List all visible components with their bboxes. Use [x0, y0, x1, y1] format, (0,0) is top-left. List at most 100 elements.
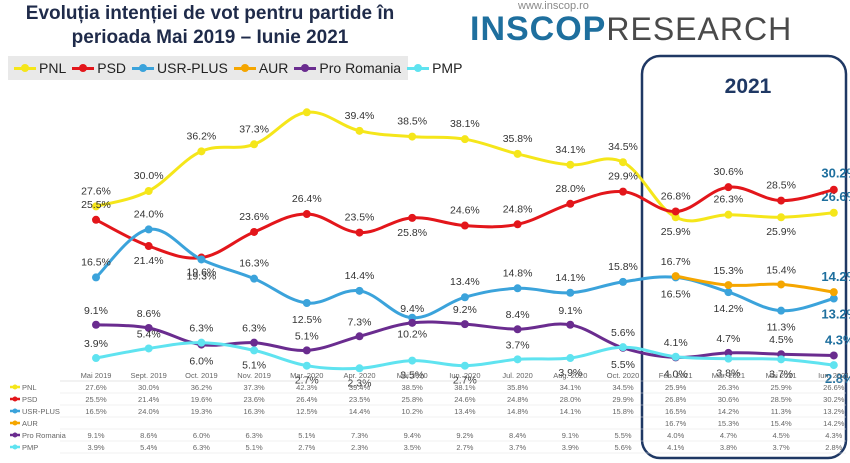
point-pmp-8	[513, 355, 522, 364]
table-cell-pmp-6: 3.5%	[404, 443, 421, 452]
series-line-aur	[675, 274, 835, 294]
table-cell-usr-plus-5: 14.4%	[349, 407, 371, 416]
point-pnl-6	[408, 132, 417, 141]
data-label-pro-romania-8: 8.4%	[506, 309, 530, 321]
table-cell-pmp-3: 5.1%	[246, 443, 263, 452]
table-cell-pnl-1: 30.0%	[138, 383, 160, 392]
point-pmp-6	[408, 356, 417, 365]
highlight-box	[640, 54, 848, 460]
table-cell-pro-romania-13: 4.5%	[773, 431, 790, 440]
data-label-psd-7: 24.6%	[450, 205, 480, 217]
table-cell-usr-plus-8: 14.8%	[507, 407, 529, 416]
tick-label-5: Apr. 2020	[343, 371, 375, 380]
point-pnl-13	[777, 213, 786, 222]
legend-swatch-aur	[233, 63, 256, 72]
point-pro-romania-7	[460, 320, 469, 329]
data-label-pmp-2: 6.3%	[189, 323, 213, 335]
table-cell-pmp-13: 3.7%	[773, 443, 790, 452]
point-pnl-2	[197, 147, 206, 156]
point-pro-romania-9	[566, 320, 575, 329]
point-aur-12	[724, 281, 733, 290]
point-pnl-8	[513, 149, 522, 158]
legend-item-pnl: PNL	[14, 60, 66, 76]
table-cell-usr-plus-10: 15.8%	[612, 407, 634, 416]
point-pmp-2	[197, 338, 206, 347]
data-label-psd-4: 26.4%	[292, 193, 322, 205]
point-usr-plus-14	[829, 294, 838, 303]
table-cell-usr-plus-3: 16.3%	[243, 407, 265, 416]
table-key-dot-usr-plus	[12, 408, 18, 414]
table-cell-aur-12: 15.3%	[718, 419, 740, 428]
legend-item-pmp: PMP	[407, 60, 462, 76]
brand-logo: INSCOPRESEARCH	[470, 10, 792, 49]
table-cell-usr-plus-14: 13.2%	[823, 407, 845, 416]
table-cell-pnl-8: 35.8%	[507, 383, 529, 392]
data-label-pro-romania-13: 4.5%	[769, 334, 793, 346]
legend-label-pro-romania: Pro Romania	[319, 60, 402, 76]
point-pro-romania-0	[92, 320, 100, 329]
chart-legend: PNL PSD USR-PLUS AUR Pro Romania PMP	[8, 56, 462, 80]
table-cell-aur-11: 16.7%	[665, 419, 687, 428]
table-cell-pnl-5: 39.4%	[349, 383, 371, 392]
table-cell-pmp-7: 2.7%	[456, 443, 473, 452]
table-cell-pnl-11: 25.9%	[665, 383, 687, 392]
data-label-pro-romania-1: 8.6%	[137, 308, 161, 320]
table-key-dot-aur	[12, 420, 18, 426]
data-label-aur-13: 15.4%	[766, 264, 796, 276]
data-label-usr-plus-5: 14.4%	[345, 270, 375, 282]
series-pmp: 3.9%5.4% 6.3%5.1%2.7% 2.3%3.5% 2.7%3.7%3.9%…	[84, 323, 850, 390]
table-cell-pro-romania-10: 5.5%	[614, 431, 631, 440]
data-label-psd-11: 26.8%	[661, 190, 691, 202]
table-cell-psd-6: 25.8%	[402, 395, 424, 404]
point-psd-8	[513, 220, 522, 229]
data-label-pnl-6: 38.5%	[397, 116, 427, 128]
legend-swatch-psd	[72, 63, 95, 72]
table-cell-pnl-3: 37.3%	[243, 383, 265, 392]
table-cell-usr-plus-13: 11.3%	[771, 407, 792, 416]
data-label-pmp-8: 3.7%	[506, 339, 530, 351]
data-label-usr-plus-4: 12.5%	[292, 314, 322, 326]
data-label-pnl-5: 39.4%	[345, 110, 375, 122]
data-label-pro-romania-5: 7.3%	[348, 316, 372, 328]
point-psd-3	[250, 227, 259, 236]
data-label-aur-12: 15.3%	[714, 265, 744, 277]
point-psd-5	[355, 228, 364, 237]
legend-label-usr-plus: USR-PLUS	[157, 60, 228, 76]
point-pnl-3	[250, 140, 259, 149]
data-label-pmp-11: 4.1%	[664, 337, 688, 349]
table-cell-pmp-1: 5.4%	[140, 443, 157, 452]
table-row-label-psd: PSD	[22, 395, 38, 404]
point-psd-14	[829, 185, 838, 194]
data-label-usr-plus-1: 24.0%	[134, 208, 164, 220]
table-cell-pro-romania-12: 4.7%	[720, 431, 737, 440]
table-cell-pnl-7: 38.1%	[454, 383, 476, 392]
table-cell-psd-13: 28.5%	[770, 395, 792, 404]
table-cell-psd-7: 24.6%	[454, 395, 476, 404]
table-cell-pro-romania-7: 9.2%	[456, 431, 473, 440]
data-label-pnl-0: 27.6%	[81, 185, 111, 197]
table-key-dot-psd	[12, 396, 18, 402]
table-cell-pro-romania-14: 4.3%	[825, 431, 842, 440]
table-cell-pro-romania-8: 8.4%	[509, 431, 526, 440]
table-cell-usr-plus-12: 14.2%	[718, 407, 740, 416]
legend-label-pnl: PNL	[39, 60, 67, 76]
legend-item-aur: AUR	[233, 60, 288, 76]
data-label-pro-romania-0: 9.1%	[84, 305, 108, 317]
table-cell-pmp-9: 3.9%	[562, 443, 579, 452]
data-label-psd-3: 23.6%	[239, 211, 269, 223]
point-usr-plus-5	[355, 286, 364, 295]
table-row-label-usr-plus: USR-PLUS	[22, 407, 60, 416]
data-label-pro-romania-10: 5.5%	[611, 359, 635, 371]
data-label-pro-romania-11: 4.0%	[664, 368, 688, 380]
point-pmp-5	[355, 364, 364, 373]
point-pmp-14	[829, 361, 838, 370]
data-label-pro-romania-4: 5.1%	[295, 330, 319, 342]
table-cell-pmp-11: 4.1%	[667, 443, 684, 452]
point-psd-4	[302, 210, 311, 219]
table-cell-psd-8: 24.8%	[507, 395, 529, 404]
table-cell-psd-1: 21.4%	[138, 395, 160, 404]
point-usr-plus-12	[724, 288, 733, 297]
point-aur-13	[777, 280, 786, 289]
data-label-pro-romania-9: 9.1%	[558, 305, 582, 317]
legend-swatch-pro-romania	[294, 63, 317, 72]
